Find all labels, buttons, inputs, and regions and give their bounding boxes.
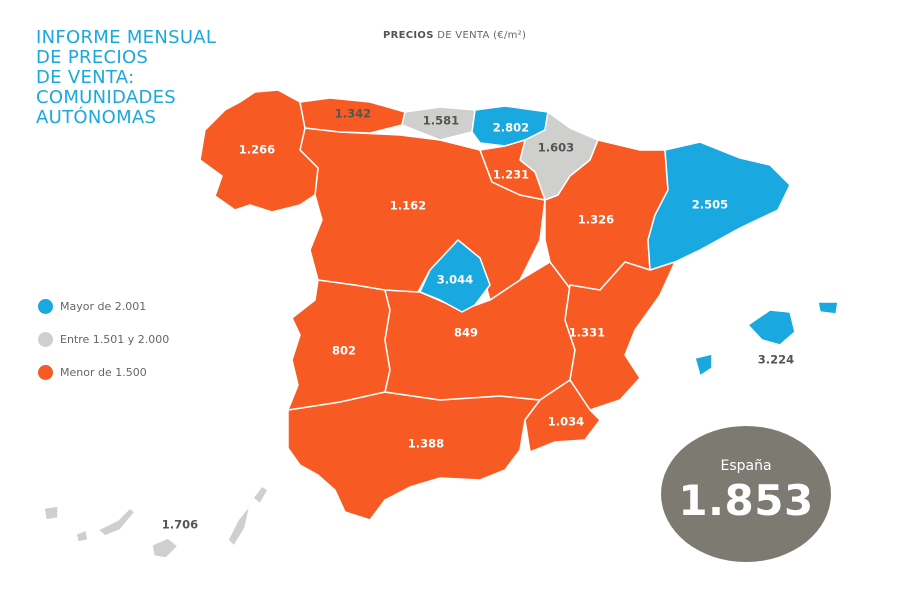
region-madrid	[419, 239, 491, 313]
legend-swatch-high	[38, 299, 53, 314]
legend-label: Mayor de 2.001	[60, 300, 147, 313]
legend-swatch-mid	[38, 332, 53, 347]
region-murcia	[524, 379, 601, 453]
map-subtitle: PRECIOS DE VENTA (€/m²)	[383, 30, 526, 41]
region-baleares-mallorca	[747, 309, 796, 346]
value-cantabria: 1.581	[423, 114, 459, 128]
value-extremadura: 802	[332, 344, 356, 358]
region-cataluna	[647, 141, 791, 271]
title-line: AUTÓNOMAS	[36, 107, 157, 128]
value-la-rioja: 1.231	[493, 168, 529, 182]
legend: Mayor de 2.001 Entre 1.501 y 2.000 Menor…	[38, 290, 169, 389]
value-castilla-la-mancha: 849	[454, 326, 478, 340]
legend-item-low: Menor de 1.500	[38, 356, 169, 389]
spain-label: España	[720, 458, 772, 474]
region-canarias-6	[75, 529, 89, 543]
value-castilla-leon: 1.162	[390, 199, 426, 213]
region-baleares-menorca	[817, 301, 839, 315]
subtitle-rest: DE VENTA (€/m²)	[433, 30, 527, 41]
region-canarias-2	[97, 507, 136, 537]
region-la-rioja	[479, 139, 546, 201]
region-canarias-1	[43, 505, 59, 521]
value-andalucia: 1.388	[408, 437, 444, 451]
title-line: DE PRECIOS	[36, 47, 149, 68]
legend-item-high: Mayor de 2.001	[38, 290, 169, 323]
page-title: INFORME MENSUAL DE PRECIOS DE VENTA: COM…	[36, 28, 266, 128]
value-asturias: 1.342	[335, 107, 371, 121]
value-valencia: 1.331	[569, 326, 605, 340]
title-line: DE VENTA:	[36, 67, 135, 88]
value-baleares: 3.224	[758, 353, 794, 367]
value-aragon: 1.326	[578, 213, 614, 227]
title-line: INFORME MENSUAL	[36, 27, 217, 48]
region-canarias-5	[252, 485, 269, 505]
region-canarias-3	[151, 537, 179, 559]
value-murcia: 1.034	[548, 415, 584, 429]
value-galicia: 1.266	[239, 143, 275, 157]
region-canarias-4	[227, 504, 251, 547]
region-baleares-ibiza	[694, 353, 713, 377]
value-canarias: 1.706	[162, 518, 198, 532]
spain-average-bubble: España 1.853	[661, 426, 831, 562]
legend-item-mid: Entre 1.501 y 2.000	[38, 323, 169, 356]
subtitle-bold: PRECIOS	[383, 30, 434, 41]
region-andalucia	[287, 391, 541, 521]
value-cataluna: 2.505	[692, 198, 728, 212]
value-madrid: 3.044	[437, 273, 473, 287]
value-navarra: 1.603	[538, 141, 574, 155]
legend-label: Entre 1.501 y 2.000	[60, 333, 170, 346]
title-line: COMUNIDADES	[36, 87, 177, 108]
spain-value: 1.853	[678, 476, 814, 525]
legend-swatch-low	[38, 365, 53, 380]
value-pais-vasco: 2.802	[493, 121, 529, 135]
legend-label: Menor de 1.500	[60, 366, 147, 379]
